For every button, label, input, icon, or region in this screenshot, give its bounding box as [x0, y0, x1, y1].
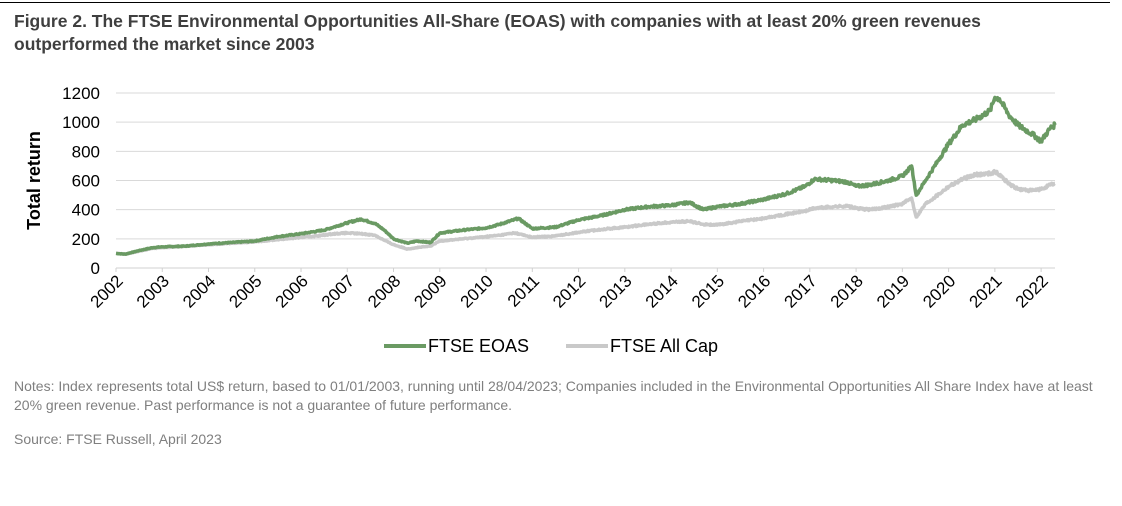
y-tick-label: 1200 — [62, 84, 100, 103]
x-tick-label: 2005 — [225, 271, 265, 311]
top-rule — [0, 2, 1110, 3]
x-tick-label: 2006 — [272, 271, 312, 311]
x-tick-label: 2009 — [410, 271, 450, 311]
figure-title: Figure 2. The FTSE Environmental Opportu… — [14, 11, 981, 54]
x-tick-label: 2016 — [734, 271, 774, 311]
x-tick-label: 2013 — [595, 271, 635, 311]
y-tick-label: 200 — [72, 230, 100, 249]
x-tick-label: 2022 — [1012, 271, 1052, 311]
series-line-allcap — [114, 168, 1057, 256]
gridlines — [116, 92, 1055, 240]
y-tick-label: 800 — [72, 142, 100, 161]
x-tick-label: 2020 — [919, 271, 959, 311]
y-tick-label: 1000 — [62, 113, 100, 132]
x-tick-label: 2018 — [827, 271, 867, 311]
legend-label-eoas: FTSE EOAS — [428, 336, 529, 356]
series-lines — [114, 95, 1057, 256]
figure-notes: Notes: Index represents total US$ return… — [14, 378, 1093, 413]
x-tick-label: 2003 — [133, 271, 173, 311]
line-chart: 0 200 400 600 800 1000 1200 2002 2003 2004 2005 20… — [24, 84, 1057, 356]
x-tick-label: 2012 — [549, 271, 589, 311]
figure-source: Source: FTSE Russell, April 2023 — [14, 431, 222, 447]
x-tick-label: 2015 — [688, 271, 728, 311]
series-line-eoas — [114, 95, 1057, 256]
x-tick-label: 2007 — [318, 271, 358, 311]
x-tick-label: 2019 — [873, 271, 913, 311]
x-tick-label: 2014 — [642, 271, 682, 311]
x-tick-label: 2008 — [364, 271, 404, 311]
x-tick-label: 2017 — [780, 271, 820, 311]
x-tick-label: 2010 — [457, 271, 497, 311]
x-tick-label: 2011 — [504, 271, 543, 310]
x-axis-ticks: 2002 2003 2004 2005 2006 2007 2008 2009 2010 2011… — [87, 268, 1052, 312]
y-axis-label: Total return — [24, 131, 44, 230]
y-tick-label: 0 — [91, 259, 100, 278]
legend-label-allcap: FTSE All Cap — [610, 336, 718, 356]
y-tick-label: 600 — [72, 172, 100, 191]
x-tick-label: 2004 — [179, 271, 219, 311]
y-tick-label: 400 — [72, 201, 100, 220]
y-axis-ticks: 0 200 400 600 800 1000 1200 — [62, 84, 100, 278]
x-tick-label: 2021 — [966, 271, 1006, 311]
legend: FTSE EOAS FTSE All Cap — [384, 336, 718, 356]
